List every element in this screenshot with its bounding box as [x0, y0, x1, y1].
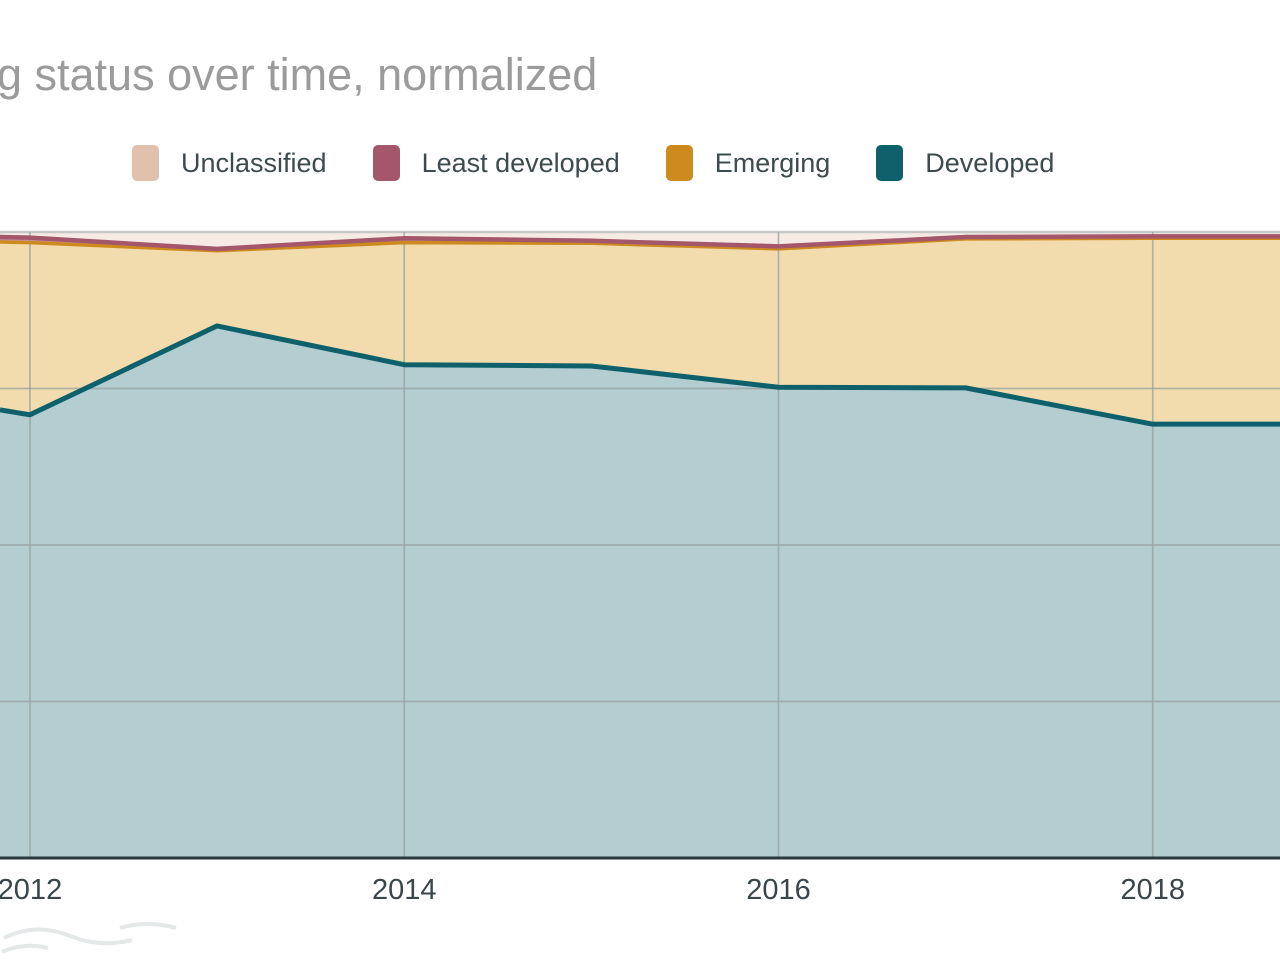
chart-legend: Unclassified Least developed Emerging De…: [132, 144, 1054, 182]
legend-label: Emerging: [714, 148, 831, 178]
legend-label: Unclassified: [181, 148, 327, 178]
legend-item-least-developed[interactable]: Least developed: [372, 144, 620, 182]
legend-label: Developed: [925, 148, 1055, 178]
chart-title: g status over time, normalized: [0, 49, 598, 100]
legend-label: Least developed: [421, 148, 620, 178]
legend-swatch-icon: [665, 145, 693, 181]
x-axis-label: 2018: [1120, 874, 1185, 906]
legend-swatch-icon: [876, 145, 904, 181]
x-axis-label: 2012: [0, 874, 63, 906]
legend-item-emerging[interactable]: Emerging: [665, 144, 831, 182]
legend-item-unclassified[interactable]: Unclassified: [132, 144, 327, 182]
x-axis-label: 2016: [746, 874, 811, 906]
watermark-fragment: [1, 922, 177, 954]
legend-swatch-icon: [132, 145, 159, 181]
x-axis-label: 2014: [371, 874, 437, 906]
legend-item-developed[interactable]: Developed: [876, 144, 1054, 182]
legend-swatch-icon: [372, 145, 400, 181]
